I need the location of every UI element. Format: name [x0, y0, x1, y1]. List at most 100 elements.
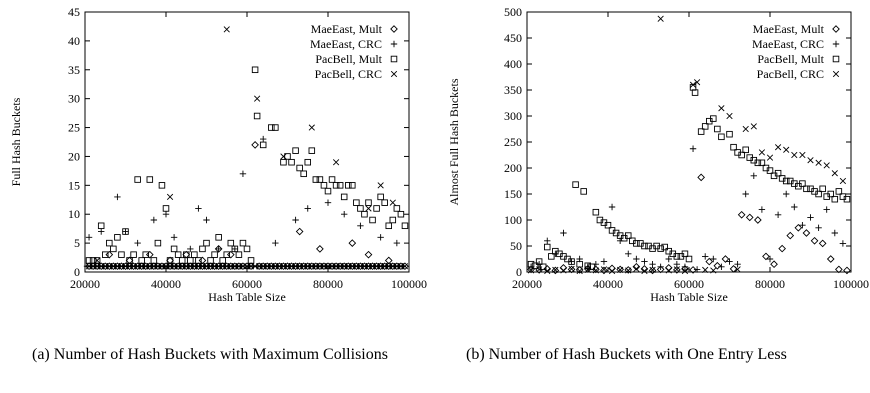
- legend-label: PacBell, Mult: [757, 52, 824, 66]
- data-point: [839, 177, 847, 185]
- legend-label: MaeEast, CRC: [752, 37, 824, 51]
- data-point: [357, 222, 364, 229]
- data-point: [774, 144, 782, 151]
- data-point: [288, 158, 295, 166]
- legend-marker: [832, 55, 840, 63]
- data-point: [312, 176, 320, 183]
- data-point: [766, 154, 774, 161]
- data-point: [369, 216, 376, 224]
- data-point: [697, 128, 705, 135]
- y-tick-label: 100: [504, 213, 522, 227]
- data-point: [247, 257, 255, 264]
- data-point: [673, 266, 681, 274]
- data-point: [702, 266, 709, 274]
- data-point: [693, 79, 701, 86]
- data-point: [576, 260, 583, 268]
- data-point: [689, 81, 697, 88]
- data-point: [539, 263, 547, 271]
- data-point: [794, 223, 803, 232]
- data-point: [531, 262, 539, 270]
- data-point: [253, 112, 261, 120]
- data-point: [377, 234, 384, 241]
- data-point: [835, 188, 843, 195]
- data-point: [576, 267, 583, 275]
- data-point: [215, 234, 222, 241]
- x-tick-label: 60000: [232, 277, 262, 291]
- data-point: [227, 239, 235, 247]
- x-tick-label: 60000: [674, 277, 704, 291]
- data-point: [316, 245, 324, 253]
- x-tick-label: 80000: [313, 277, 343, 291]
- data-point: [657, 263, 664, 270]
- data-point: [544, 267, 551, 275]
- data-point: [633, 240, 640, 247]
- data-point: [737, 210, 746, 219]
- series-maeeast-crc: [83, 135, 407, 270]
- data-point: [786, 231, 795, 240]
- data-point: [98, 228, 105, 235]
- data-point: [365, 199, 372, 206]
- data-point: [85, 234, 93, 241]
- y-tick-label: 10: [68, 207, 80, 221]
- data-point: [823, 206, 830, 213]
- data-point: [260, 135, 267, 143]
- data-point: [791, 151, 798, 159]
- data-point: [649, 261, 656, 268]
- data-point: [154, 239, 162, 247]
- data-point: [170, 234, 178, 241]
- data-point: [304, 158, 312, 166]
- data-point: [361, 210, 368, 218]
- data-point: [701, 123, 709, 130]
- data-point: [134, 239, 141, 247]
- data-point: [803, 185, 810, 193]
- data-point: [783, 190, 790, 198]
- data-point: [754, 216, 762, 224]
- data-point: [134, 176, 141, 183]
- data-point: [799, 151, 806, 159]
- data-point: [710, 115, 717, 122]
- data-point: [85, 257, 93, 264]
- data-point: [364, 250, 373, 259]
- data-point: [254, 95, 261, 102]
- data-point: [705, 257, 714, 266]
- data-point: [393, 205, 401, 212]
- series-pacbell-mult: [527, 84, 851, 271]
- data-point: [815, 224, 822, 231]
- data-point: [146, 176, 154, 183]
- data-point: [93, 257, 101, 264]
- legend-label: PacBell, CRC: [757, 67, 824, 81]
- data-point: [191, 251, 198, 258]
- data-point: [681, 265, 689, 273]
- data-point: [713, 261, 722, 270]
- data-point: [130, 251, 137, 258]
- data-point: [702, 253, 709, 260]
- data-point: [726, 258, 733, 265]
- data-point: [235, 251, 243, 258]
- data-point: [114, 193, 121, 201]
- data-point: [187, 245, 194, 253]
- data-point: [718, 263, 725, 270]
- plot-frame: [84, 11, 410, 273]
- data-point: [641, 242, 648, 250]
- data-point: [195, 257, 202, 264]
- data-point: [142, 251, 149, 258]
- data-point: [714, 125, 721, 133]
- data-point: [661, 243, 668, 251]
- data-point: [316, 176, 324, 183]
- data-point: [734, 261, 741, 268]
- data-point: [608, 267, 616, 275]
- data-point: [665, 267, 672, 274]
- data-point: [105, 250, 114, 259]
- data-point: [110, 245, 117, 253]
- data-point: [770, 260, 778, 269]
- legend-marker: [390, 40, 398, 48]
- y-tick-label: 200: [504, 161, 522, 175]
- data-point: [535, 258, 543, 265]
- data-point: [345, 182, 352, 189]
- series-maeeast-crc: [527, 145, 847, 273]
- y-tick-label: 35: [68, 63, 80, 77]
- data-point: [823, 162, 830, 169]
- data-point: [162, 211, 170, 218]
- data-point: [600, 266, 608, 273]
- data-point: [223, 26, 230, 33]
